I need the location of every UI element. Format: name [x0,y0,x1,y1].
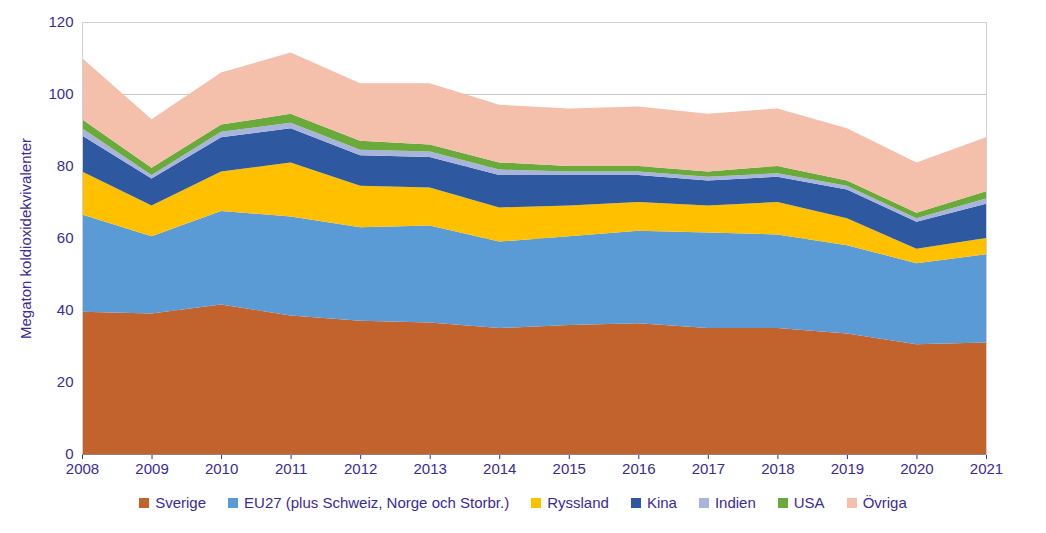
svg-text:20: 20 [57,373,74,390]
html-text:USA: USA [793,494,825,511]
svg-text:80: 80 [57,157,74,174]
svg-text:2018: 2018 [761,460,794,477]
svg-text:100: 100 [48,85,73,102]
svg-text:2017: 2017 [692,460,725,477]
html-text:Indien: Indien [714,494,756,511]
svg-text:2011: 2011 [275,460,307,477]
svg-text:2008: 2008 [66,460,99,477]
svg-text:120: 120 [48,13,73,30]
svg-text:2021: 2021 [970,460,1003,477]
html-text:EU27 (plus Schweiz, Norge och: EU27 (plus Schweiz, Norge och Storbr.) [244,494,510,511]
svg-text:2010: 2010 [205,460,238,477]
svg-text:40: 40 [57,301,74,318]
svg-text:2014: 2014 [483,460,516,477]
svg-text:2020: 2020 [900,460,933,477]
svg-text:2013: 2013 [414,460,447,477]
svg-text:0: 0 [65,445,74,463]
svg-text:Megaton koldioxidekvivalenter: Megaton koldioxidekvivalenter [17,138,34,339]
svg-text:2015: 2015 [553,460,586,477]
svg-text:60: 60 [57,229,74,246]
svg-text:2016: 2016 [622,460,655,477]
svg-text:2009: 2009 [135,460,168,477]
html-text:Sverige: Sverige [155,494,206,511]
html-text:Övriga: Övriga [862,494,907,511]
svg-text:2019: 2019 [831,460,864,477]
html-text:Ryssland: Ryssland [547,494,609,511]
svg-text:2012: 2012 [344,460,377,477]
html-text:Kina: Kina [646,494,677,511]
